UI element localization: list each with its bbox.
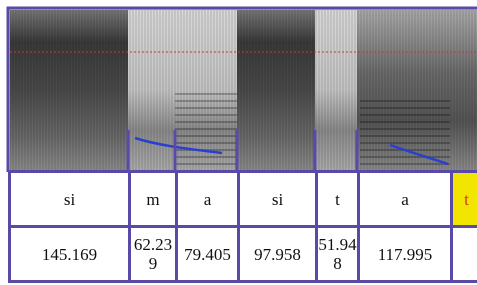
texture	[10, 10, 477, 170]
cell: 97.958	[239, 227, 317, 282]
page: si m a si t a t 145.169 62.239 79.405 97…	[0, 0, 477, 285]
cell: 51.948	[317, 227, 359, 282]
cell: si	[239, 172, 317, 227]
cell: m	[130, 172, 177, 227]
cell: a	[177, 172, 239, 227]
label-row: si m a si t a t	[10, 172, 477, 227]
value-row: 145.169 62.239 79.405 97.958 51.948 117.…	[10, 227, 477, 282]
cell: 117.995	[359, 227, 452, 282]
cell: si	[10, 172, 130, 227]
cell: 79.405	[177, 227, 239, 282]
segment-table: si m a si t a t 145.169 62.239 79.405 97…	[8, 170, 477, 283]
cell	[452, 227, 477, 282]
cell: 62.239	[130, 227, 177, 282]
cell: a	[359, 172, 452, 227]
cell: t	[317, 172, 359, 227]
spectrogram	[0, 0, 477, 172]
cell: t	[452, 172, 477, 227]
cell: 145.169	[10, 227, 130, 282]
